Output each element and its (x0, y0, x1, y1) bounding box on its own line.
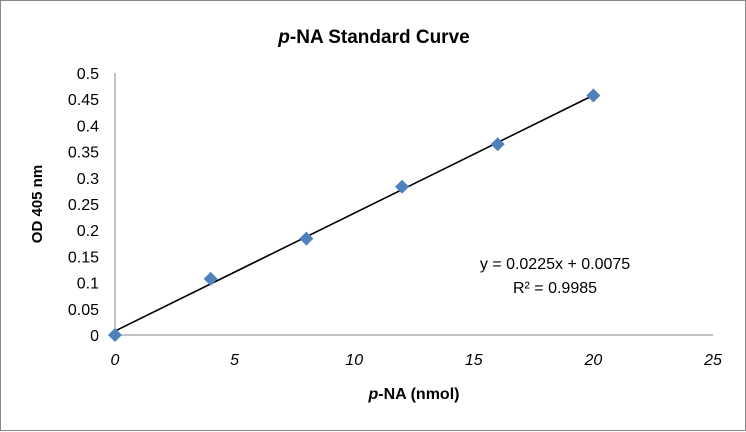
y-tick-label: 0.25 (68, 197, 99, 214)
data-point (108, 328, 122, 342)
data-point (203, 271, 218, 286)
y-axis-label: OD 405 nm (29, 165, 46, 243)
x-tick-label: 25 (703, 352, 722, 369)
y-tick-label: 0.05 (68, 302, 99, 319)
r-squared-label: R² = 0.9985 (513, 280, 597, 297)
data-point (299, 231, 314, 246)
y-tick-label: 0.35 (68, 145, 99, 162)
x-tick-label: 10 (345, 352, 363, 369)
xlabel-rest: -NA (nmol) (378, 386, 459, 403)
x-tick-label: 15 (465, 352, 483, 369)
x-tick-label: 20 (584, 352, 603, 369)
xlabel-italic: p (368, 386, 379, 403)
title-rest: -NA Standard Curve (290, 27, 470, 48)
y-tick-label: 0.1 (77, 276, 99, 293)
y-tick-label: 0.2 (77, 223, 99, 240)
x-axis-label: p-NA (nmol) (368, 386, 460, 403)
data-point (490, 137, 505, 152)
x-tick-label: 5 (230, 352, 239, 369)
y-tick-label: 0.15 (68, 249, 99, 266)
y-tick-label: 0.3 (77, 171, 99, 188)
y-tick-label: 0.5 (77, 66, 99, 83)
y-tick-label: 0.45 (68, 92, 99, 109)
x-tick-label: 0 (111, 352, 120, 369)
y-tick-label: 0 (90, 328, 99, 345)
title-italic: p (277, 27, 290, 48)
y-tick-label: 0.4 (77, 118, 99, 135)
trendline (114, 94, 594, 332)
data-point (395, 179, 410, 194)
chart-title: p-NA Standard Curve (277, 27, 469, 48)
trendline-equation: y = 0.0225x + 0.0075 (480, 256, 630, 273)
data-point (586, 88, 601, 103)
